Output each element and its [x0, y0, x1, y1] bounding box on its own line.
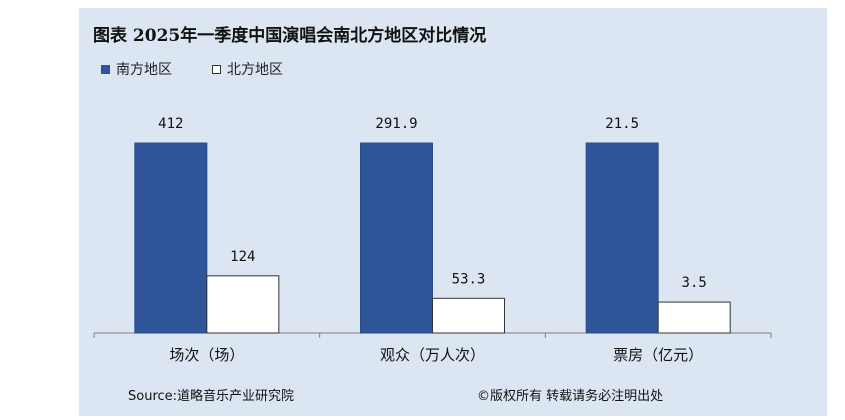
category-label-0: 场次（场） — [169, 346, 244, 364]
bar-north-2 — [657, 301, 731, 334]
bar-chart: 412 124 场次（场） 291.9 53.3 观众（万人次） 21.5 3.5 票房（亿元） — [93, 116, 772, 364]
chart-panel: 图表 2025年一季度中国演唱会南北方地区对比情况 南方地区 北方地区 412 1… — [79, 8, 827, 416]
bar-south-1 — [360, 142, 433, 334]
category-label-2: 票房（亿元） — [613, 346, 703, 364]
legend-item-north: 北方地区 — [212, 59, 283, 79]
chart-title: 图表 2025年一季度中国演唱会南北方地区对比情况 — [93, 26, 487, 46]
data-label-south-1: 291.9 — [375, 116, 417, 132]
data-label-south-0: 412 — [158, 116, 183, 132]
bar-south-0 — [134, 142, 208, 334]
bar-north-1 — [432, 297, 505, 334]
legend-label-north: 北方地区 — [227, 62, 283, 78]
legend-label-south: 南方地区 — [116, 62, 172, 78]
data-label-north-2: 3.5 — [682, 275, 707, 291]
data-label-south-2: 21.5 — [605, 116, 639, 132]
legend-swatch-south — [101, 64, 110, 74]
chart-legend: 南方地区 北方地区 — [101, 59, 323, 79]
copyright-note: ©版权所有 转载请务必注明出处 — [477, 389, 664, 404]
bar-south-2 — [585, 142, 659, 334]
legend-item-south: 南方地区 — [101, 59, 172, 79]
category-label-1: 观众（万人次） — [380, 346, 485, 364]
source-note: Source:道略音乐产业研究院 — [128, 389, 295, 404]
bar-north-0 — [206, 275, 280, 334]
legend-swatch-north — [212, 64, 221, 74]
data-label-north-0: 124 — [230, 249, 255, 265]
data-label-north-1: 53.3 — [452, 271, 486, 287]
